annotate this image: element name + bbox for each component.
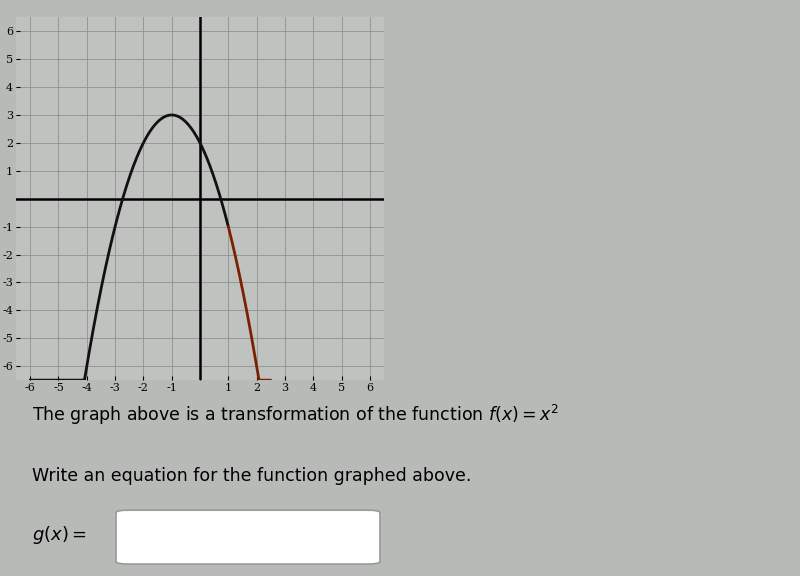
Text: Write an equation for the function graphed above.: Write an equation for the function graph… [32,467,471,484]
Text: The graph above is a transformation of the function $f(x) = x^2$: The graph above is a transformation of t… [32,403,559,427]
FancyBboxPatch shape [116,510,380,564]
Text: $g(x) =$: $g(x) =$ [32,524,86,546]
